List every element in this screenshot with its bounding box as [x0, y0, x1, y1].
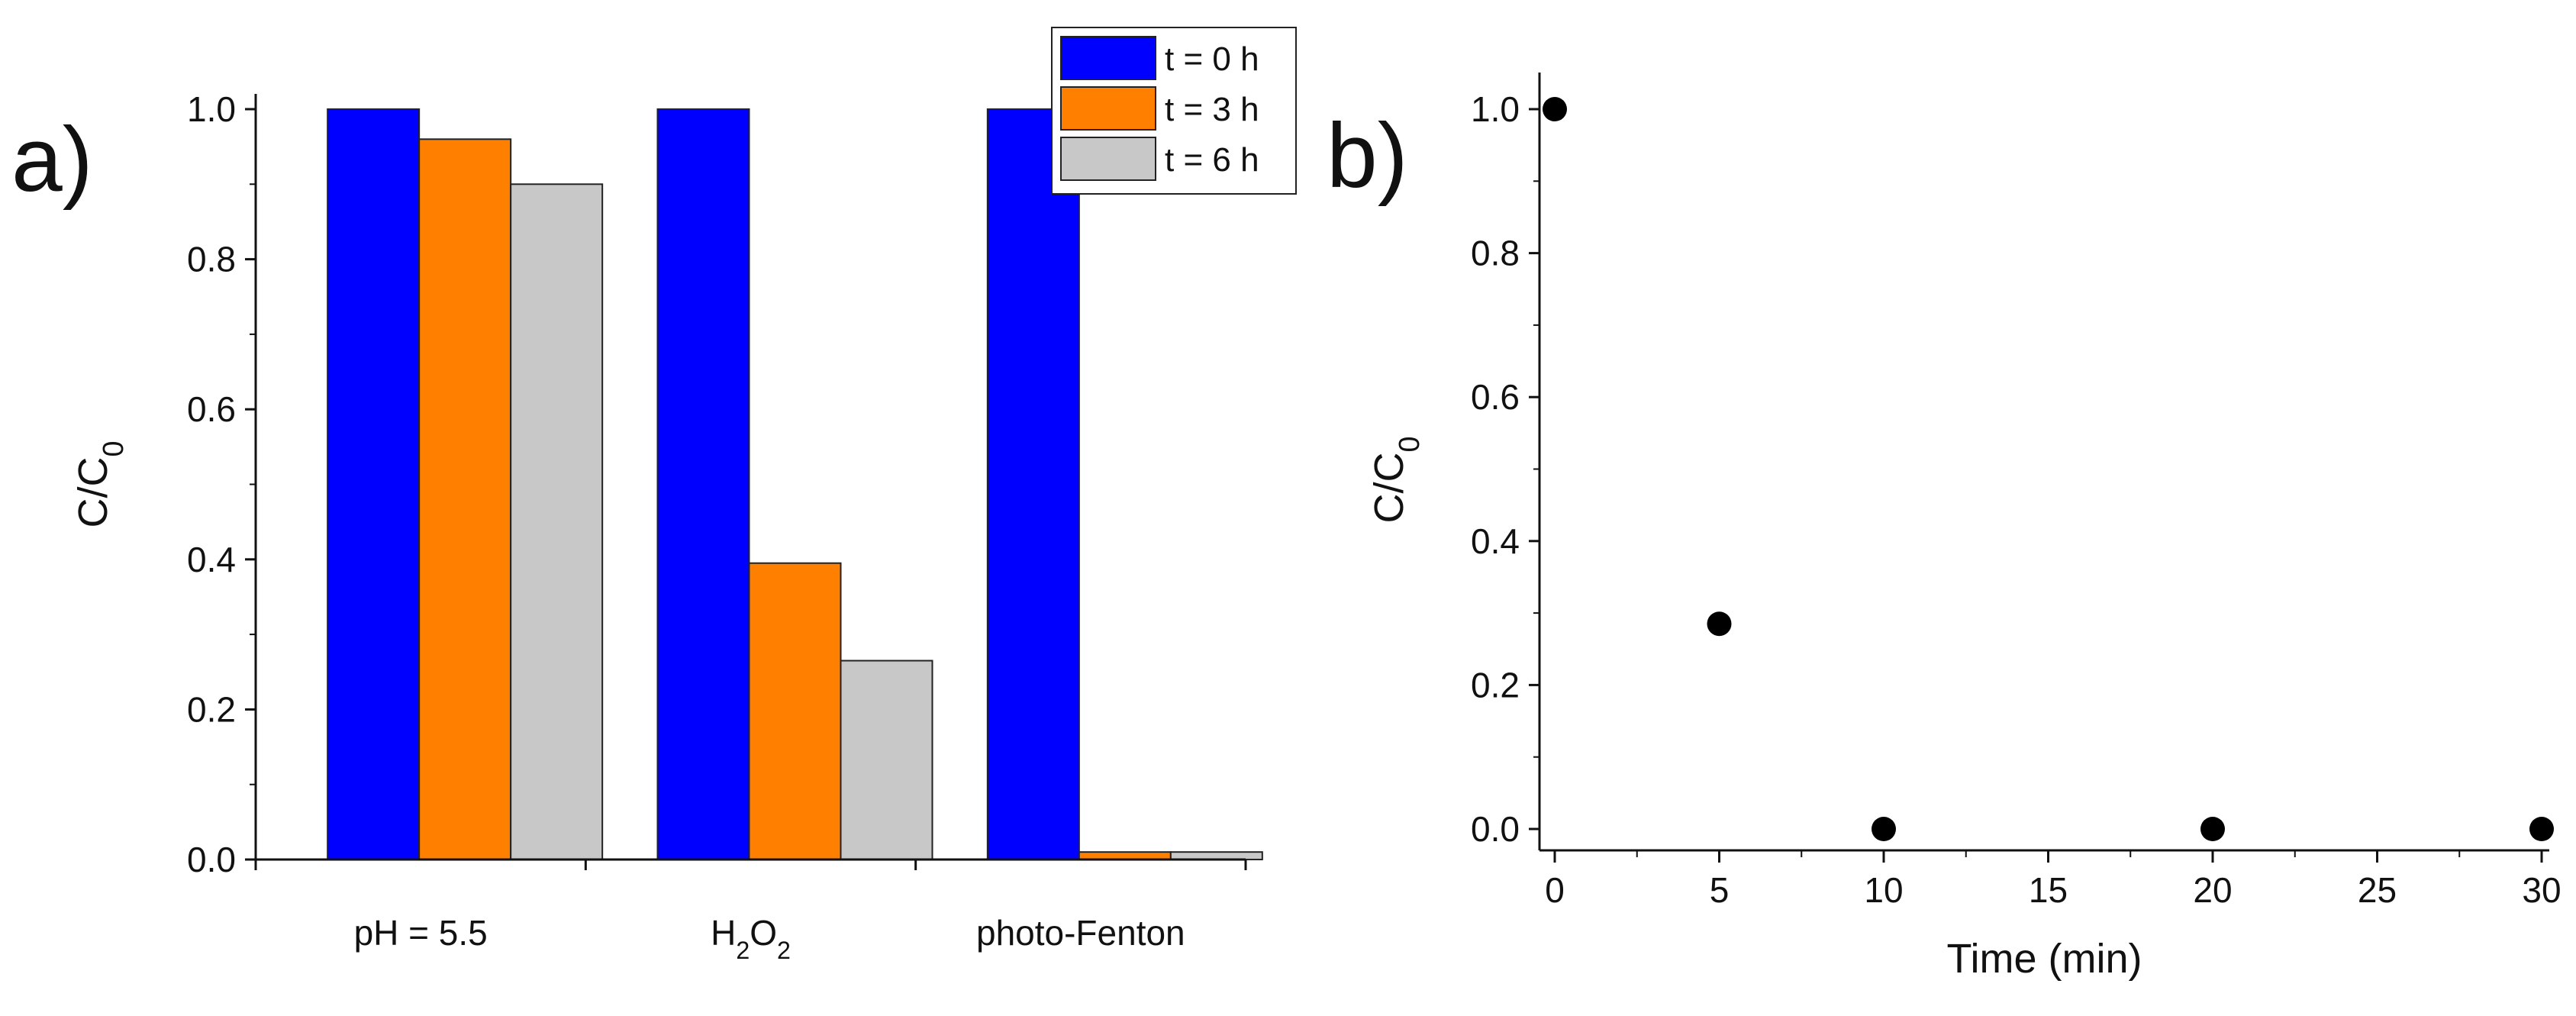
legend-label: t = 6 h [1165, 141, 1259, 179]
x-axis-title: Time (min) [1947, 936, 2142, 982]
y-tick-label: 0.0 [187, 840, 236, 879]
x-tick-label: 10 [1864, 870, 1903, 910]
bar-1-2 [418, 138, 512, 860]
y-tick-label: 0.6 [187, 389, 236, 429]
x-tick-label: 25 [2358, 870, 2397, 910]
x-tick-label: 15 [2029, 870, 2068, 910]
legend-swatch [1060, 36, 1156, 80]
y-tick-label: 0.8 [1471, 234, 1520, 273]
y-axis-title: C/C0 [70, 440, 130, 527]
panel-a-bar-chart: a) pH = 5.5 H2O2 photo-Fenton 0.0 0.2 0.4 0.6 0… [11, 27, 1297, 964]
x-tick-label: 20 [2193, 870, 2232, 910]
y-tick-label: 1.0 [1471, 89, 1520, 129]
y-tick-label: 0.6 [1471, 377, 1520, 417]
panel-a-label: a) [11, 108, 93, 211]
panel-b-label: b) [1327, 105, 1408, 207]
data-point-2 [1707, 611, 1732, 637]
y-tick-label: 0.8 [187, 240, 236, 279]
y-axis-title: C/C0 [1366, 436, 1426, 523]
data-point-4 [2200, 817, 2225, 841]
data-point-5 [2529, 817, 2554, 841]
y-tick-label: 0.2 [1471, 665, 1520, 705]
data-point-1 [1543, 97, 1567, 121]
y-tick-label: 0.2 [187, 689, 236, 729]
y-tick-label: 0.0 [1471, 809, 1520, 849]
bar-2-1 [656, 108, 750, 860]
x-category-label: pH = 5.5 [354, 913, 488, 953]
y-tick-label: 0.4 [1471, 521, 1520, 561]
bar-2-3 [840, 660, 933, 860]
x-category-label: H2O2 [711, 913, 791, 964]
legend-swatch [1060, 86, 1156, 131]
data-point-3 [1872, 817, 1896, 841]
x-tick-label: 30 [2522, 870, 2561, 910]
bar-1-3 [510, 183, 604, 861]
legend-label: t = 0 h [1165, 40, 1259, 78]
bar-3-1 [986, 108, 1080, 860]
bar-2-2 [748, 562, 842, 861]
legend-label: t = 3 h [1165, 91, 1259, 128]
x-category-label: photo-Fenton [976, 913, 1185, 953]
bar-1-1 [327, 108, 421, 860]
y-tick-label: 0.4 [187, 540, 236, 579]
panel-b-scatter-chart: b) 0.0 0.2 0.4 0.6 0.8 1.0 0 5 10 15 20 25 30 Time (m… [1327, 73, 2561, 982]
x-tick-label: 5 [1710, 870, 1730, 910]
legend-swatch [1060, 137, 1156, 181]
x-tick-label: 0 [1545, 870, 1565, 910]
y-tick-label: 1.0 [187, 89, 236, 129]
